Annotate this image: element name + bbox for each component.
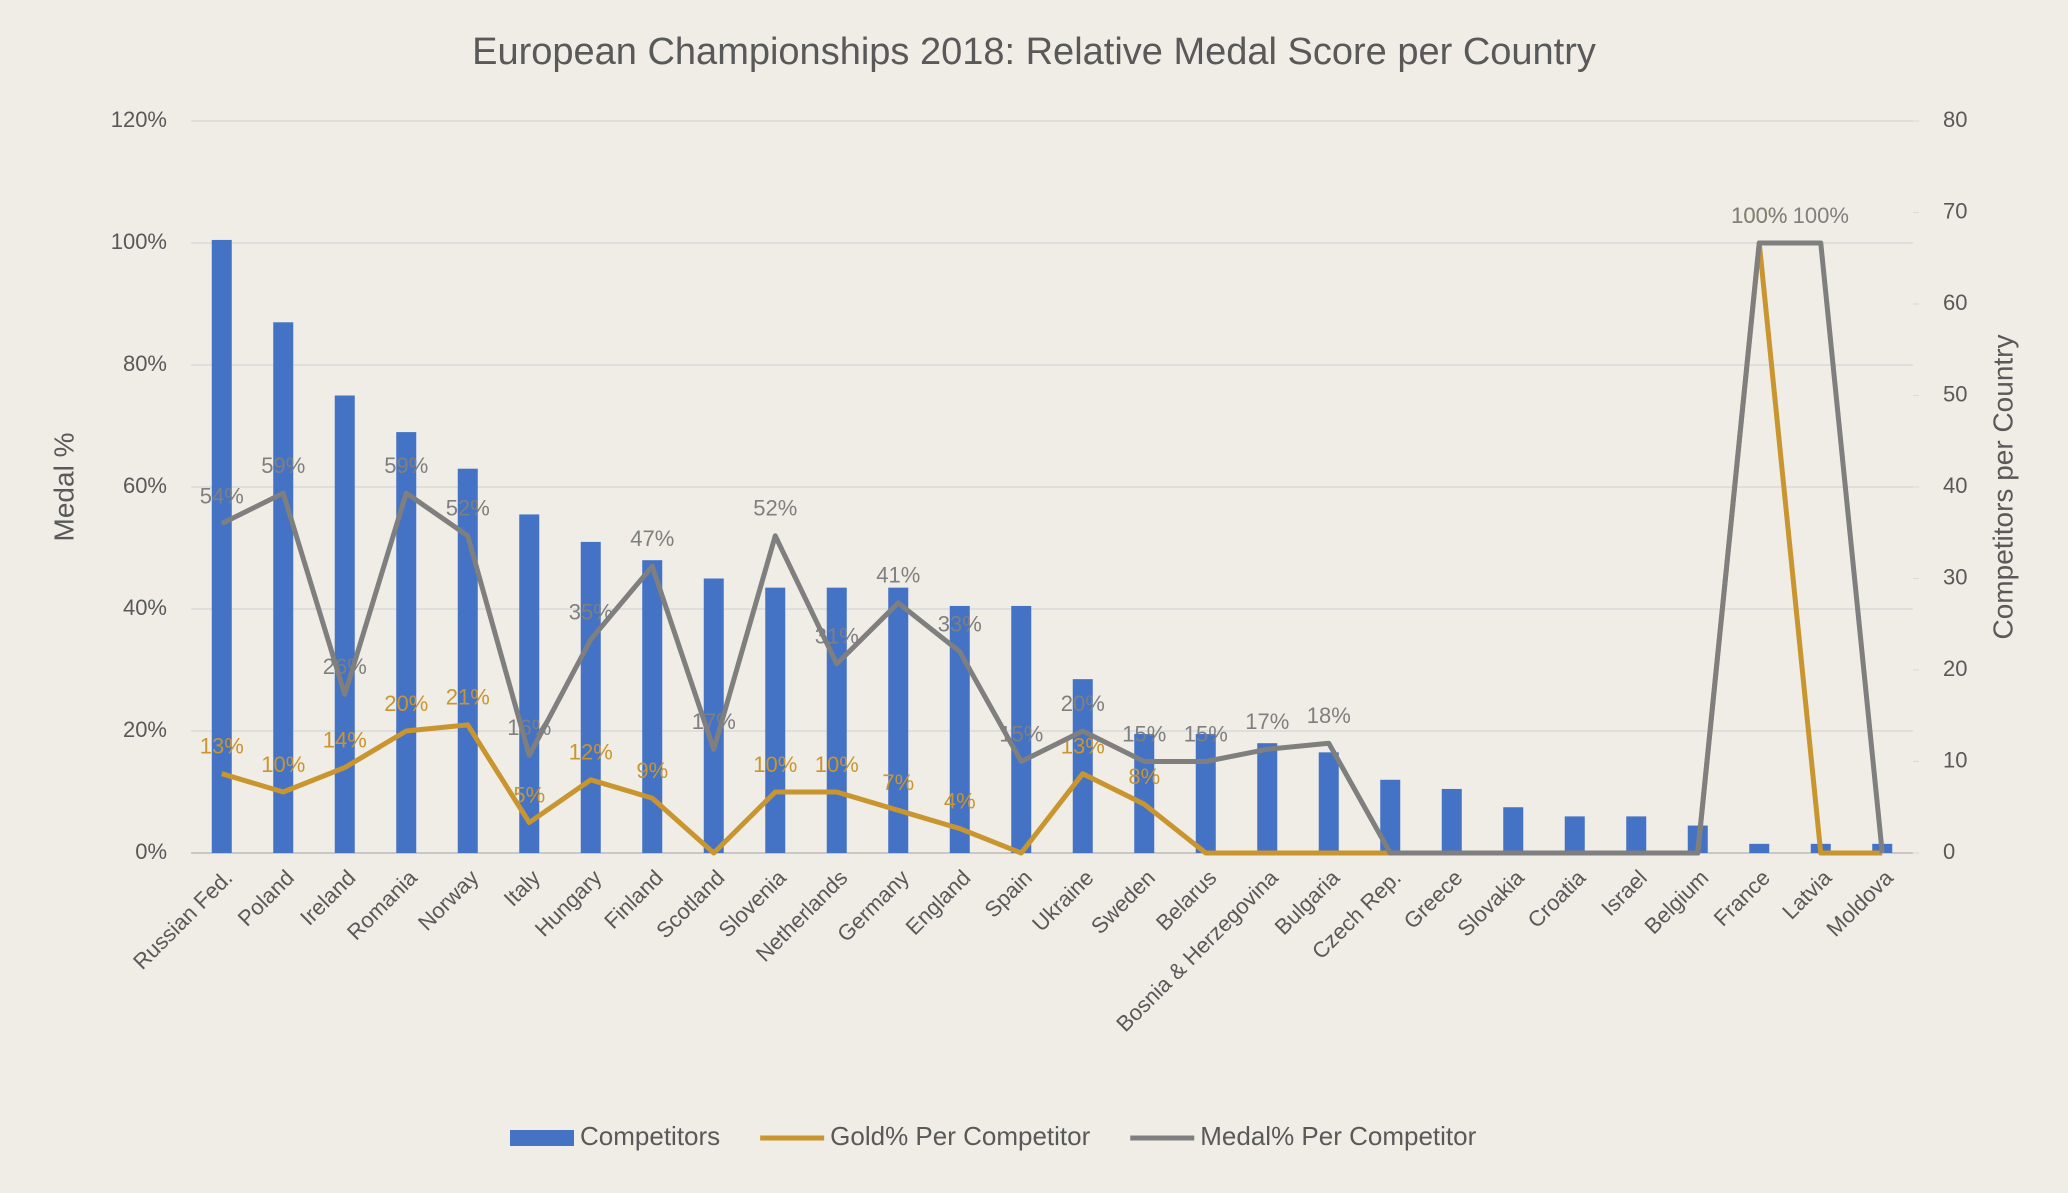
legend-swatch <box>510 1130 574 1146</box>
y2-tick-label: 10 <box>1943 747 1967 772</box>
y-tick-label: 60% <box>123 473 167 498</box>
y-tick-label: 20% <box>123 717 167 742</box>
data-label: 20% <box>384 691 428 716</box>
y-tick-label: 80% <box>123 351 167 376</box>
data-label: 33% <box>938 612 982 637</box>
data-label: 15% <box>999 721 1043 746</box>
legend-label: Competitors <box>580 1121 720 1151</box>
bar <box>1564 816 1585 853</box>
y-tick-label: 40% <box>123 595 167 620</box>
legend-label: Gold% Per Competitor <box>830 1121 1090 1151</box>
data-label: 100% <box>1731 203 1787 228</box>
data-label: 20% <box>1061 691 1105 716</box>
data-label: 35% <box>569 599 613 624</box>
bar <box>519 514 540 853</box>
data-label: 10% <box>815 752 859 777</box>
data-label: 14% <box>323 727 367 752</box>
line-series <box>220 240 1885 856</box>
bar <box>949 605 970 853</box>
y2-tick-label: 40 <box>1943 473 1967 498</box>
data-label: 15% <box>1184 721 1228 746</box>
bar <box>1134 734 1155 853</box>
data-label: 17% <box>1245 709 1289 734</box>
bar <box>765 587 786 853</box>
data-label: 16% <box>507 715 551 740</box>
bar <box>273 322 294 853</box>
bar <box>1503 807 1524 853</box>
legend-label: Medal% Per Competitor <box>1200 1121 1476 1151</box>
y2-tick-label: 50 <box>1943 381 1967 406</box>
data-label: 4% <box>944 788 976 813</box>
bar <box>888 587 909 853</box>
y-tick-label: 120% <box>111 107 167 132</box>
data-label: 41% <box>876 563 920 588</box>
data-label: 10% <box>261 752 305 777</box>
y2-tick-label: 70 <box>1943 198 1967 223</box>
data-label: 59% <box>261 453 305 478</box>
data-label: 52% <box>753 496 797 521</box>
y-tick-label: 0% <box>135 839 167 864</box>
bar <box>457 468 478 853</box>
data-label: 31% <box>815 624 859 649</box>
data-label: 18% <box>1307 703 1351 728</box>
data-label: 10% <box>753 752 797 777</box>
data-label: 17% <box>692 709 736 734</box>
bar <box>1380 779 1401 853</box>
data-label: 8% <box>1128 764 1160 789</box>
bar <box>1257 743 1278 853</box>
data-label: 100% <box>1731 203 1787 228</box>
y2-axis-title: Competitors per Country <box>1987 334 2018 639</box>
y2-tick-label: 0 <box>1943 839 1955 864</box>
bar <box>1318 752 1339 853</box>
bar <box>580 541 601 853</box>
data-label: 5% <box>513 782 545 807</box>
bar <box>1195 734 1216 853</box>
y-tick-label: 100% <box>111 229 167 254</box>
bar <box>1626 816 1647 853</box>
bar <box>1011 605 1032 853</box>
data-label: 13% <box>200 734 244 759</box>
y2-tick-label: 80 <box>1943 107 1967 132</box>
y2-tick-label: 20 <box>1943 656 1967 681</box>
y-axis-title: Medal % <box>48 433 79 542</box>
data-label: 9% <box>636 758 668 783</box>
bar <box>334 395 355 853</box>
data-label: 54% <box>200 483 244 508</box>
data-label: 21% <box>446 685 490 710</box>
data-label: 26% <box>323 654 367 679</box>
data-label: 12% <box>569 740 613 765</box>
data-label: 7% <box>882 770 914 795</box>
data-label: 100% <box>1793 203 1849 228</box>
data-label: 52% <box>446 496 490 521</box>
bar <box>703 578 724 853</box>
bar <box>1072 679 1093 853</box>
bar <box>642 560 663 853</box>
bar <box>1749 843 1770 853</box>
chart-title: European Championships 2018: Relative Me… <box>472 31 1596 73</box>
data-label: 59% <box>384 453 428 478</box>
y2-tick-label: 30 <box>1943 564 1967 589</box>
bar <box>211 239 232 853</box>
data-label: 15% <box>1122 721 1166 746</box>
data-label: 47% <box>630 526 674 551</box>
bar <box>1441 788 1462 853</box>
bar <box>396 432 417 853</box>
y2-tick-label: 60 <box>1943 290 1967 315</box>
